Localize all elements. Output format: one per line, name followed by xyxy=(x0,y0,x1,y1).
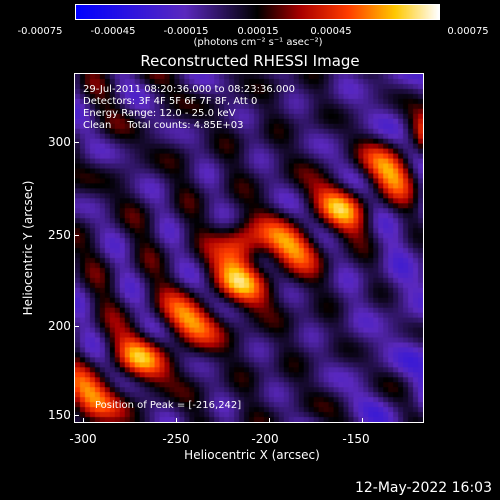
reconstructed-image xyxy=(75,74,423,422)
colorbar-tick-label: 0.00015 xyxy=(237,26,279,37)
image-frame: 29-Jul-2011 08:20:36.000 to 08:23:36.000… xyxy=(74,73,424,423)
y-tick-mark xyxy=(74,142,79,143)
info-energy-range: Energy Range: 12.0 - 25.0 keV xyxy=(83,108,236,119)
colorbar-tick-label: -0.00015 xyxy=(163,26,209,37)
image-title: Reconstructed RHESSI Image xyxy=(140,52,360,70)
colorbar-tick-label: -0.00075 xyxy=(17,26,63,37)
colorbar-unit-label: (photons cm⁻² s⁻¹ asec⁻²) xyxy=(193,37,323,48)
colorbar-tick-label: 0.00075 xyxy=(447,26,489,37)
x-tick-label: -200 xyxy=(251,432,279,446)
y-tick-mark xyxy=(74,415,79,416)
y-tick-label: 250 xyxy=(48,228,71,242)
x-tick-label: -150 xyxy=(342,432,370,446)
info-time-range: 29-Jul-2011 08:20:36.000 to 08:23:36.000 xyxy=(83,84,295,95)
x-tick-mark xyxy=(83,418,84,423)
x-tick-label: -300 xyxy=(69,432,97,446)
colorbar xyxy=(75,4,440,20)
x-axis-label: Heliocentric X (arcsec) xyxy=(184,448,320,462)
footer-timestamp: 12-May-2022 16:03 xyxy=(354,480,492,496)
y-tick-label: 150 xyxy=(48,408,71,422)
info-clean-counts: Clean Total counts: 4.85E+03 xyxy=(83,120,244,131)
info-detectors: Detectors: 3F 4F 5F 6F 7F 8F, Att 0 xyxy=(83,96,258,107)
y-tick-label: 300 xyxy=(48,135,71,149)
x-tick-label: -250 xyxy=(162,432,190,446)
colorbar-tick-label: -0.00045 xyxy=(90,26,136,37)
x-tick-mark xyxy=(176,418,177,423)
colorbar-tick-label: 0.00045 xyxy=(310,26,352,37)
x-tick-mark xyxy=(269,418,270,423)
y-tick-label: 200 xyxy=(48,319,71,333)
y-axis-label: Heliocentric Y (arcsec) xyxy=(21,180,35,316)
peak-position-label: Position of Peak = [-216,242] xyxy=(95,400,242,411)
x-tick-mark xyxy=(362,418,363,423)
y-tick-mark xyxy=(74,235,79,236)
y-tick-mark xyxy=(74,326,79,327)
